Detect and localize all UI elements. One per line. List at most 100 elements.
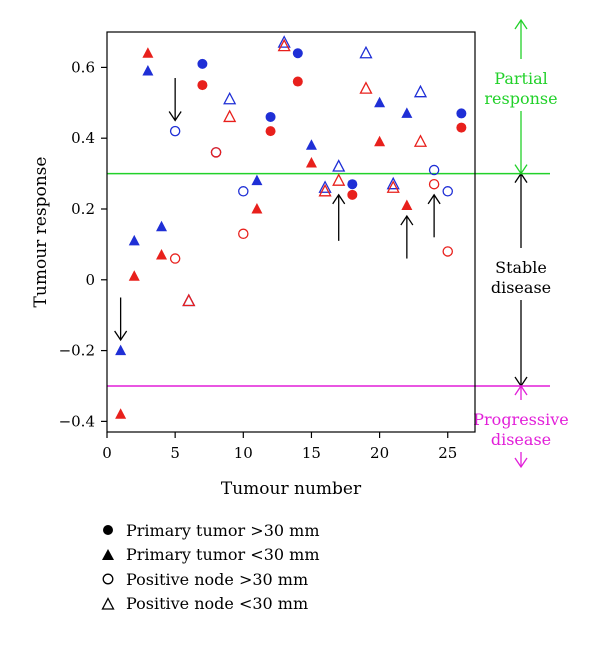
data-point-open-triangle — [223, 109, 237, 123]
data-point-open-circle — [238, 228, 249, 240]
reference-lines — [107, 172, 550, 387]
plot-frame — [106, 31, 476, 433]
data-point-open-triangle — [277, 38, 291, 52]
band-label: disease — [491, 430, 551, 449]
data-point-filled-triangle — [115, 344, 127, 356]
legend-item: Positive node <30 mm — [100, 592, 319, 617]
data-point-filled-circle — [456, 122, 467, 133]
arrow-head — [427, 193, 441, 205]
data-point-open-circle — [442, 186, 453, 197]
y-axis-title: Tumour response — [31, 157, 51, 308]
data-point-filled-circle — [292, 48, 303, 59]
data-point-open-triangle — [182, 293, 196, 307]
data-point-filled-triangle — [305, 139, 317, 150]
data-point-filled-circle — [265, 111, 276, 122]
open-circle-marker-icon — [102, 573, 114, 585]
band-label: Stable — [495, 258, 547, 277]
arrow-up-icon — [427, 193, 441, 238]
data-points — [115, 35, 467, 419]
data-point-filled-triangle — [156, 220, 168, 232]
x-tick-label: 25 — [438, 444, 457, 462]
chart: PartialresponseStablediseaseProgressived… — [31, 18, 569, 499]
arrow-down-icon — [168, 78, 182, 122]
data-point-open-triangle — [318, 180, 332, 193]
arrow-down-icon — [114, 297, 128, 342]
data-point-filled-triangle — [142, 47, 154, 58]
legend-label: Positive node <30 mm — [126, 594, 309, 614]
data-point-filled-circle — [347, 179, 358, 190]
legend-item: Primary tumor >30 mm — [100, 518, 319, 543]
data-point-filled-circle — [292, 76, 303, 87]
legend: Primary tumor >30 mm Primary tumor <30 m… — [100, 518, 319, 616]
arrow-head — [332, 193, 346, 205]
y-tick-label: −0.4 — [59, 412, 95, 430]
axis-ticks: 0 5 10 15 20 25 −0.4 −0.2 0 0.2 0.4 0.6 — [59, 58, 458, 462]
legend-label: Primary tumor <30 mm — [126, 545, 320, 565]
open-triangle-marker-icon — [101, 596, 115, 610]
data-point-open-circle — [210, 147, 222, 158]
data-point-open-triangle — [223, 91, 237, 105]
data-point-open-circle — [442, 246, 453, 257]
arrow-head — [400, 214, 414, 226]
data-point-open-triangle — [413, 134, 428, 147]
data-point-open-triangle — [359, 45, 373, 59]
legend-label: Primary tumor >30 mm — [126, 520, 320, 540]
data-point-open-triangle — [318, 183, 332, 197]
arrow-down-icon — [514, 457, 528, 469]
data-point-open-triangle — [359, 81, 373, 94]
y-tick-label: 0 — [85, 271, 95, 289]
data-point-filled-triangle — [401, 199, 413, 210]
filled-circle-marker-icon — [103, 525, 113, 536]
data-point-open-circle — [238, 186, 249, 197]
legend-item: Positive node >30 mm — [100, 567, 319, 592]
data-point-filled-circle — [197, 80, 208, 91]
data-point-open-circle — [428, 164, 440, 176]
data-point-filled-triangle — [128, 234, 140, 246]
data-point-filled-triangle — [128, 270, 140, 281]
data-point-filled-triangle — [115, 408, 127, 419]
band-label: Partial — [494, 69, 547, 88]
data-point-open-circle — [169, 125, 181, 137]
arrow-up-icon — [514, 18, 528, 30]
data-point-open-triangle — [277, 35, 291, 48]
x-tick-label: 20 — [370, 444, 389, 462]
data-point-filled-circle — [347, 189, 358, 200]
legend-label: Positive node >30 mm — [126, 569, 309, 589]
x-tick-label: 5 — [170, 444, 180, 462]
data-point-open-circle — [428, 178, 440, 190]
response-bands: PartialresponseStablediseaseProgressived… — [473, 18, 569, 469]
data-point-open-triangle — [182, 293, 196, 307]
data-point-open-triangle — [413, 84, 428, 98]
y-tick-label: 0.6 — [71, 58, 95, 76]
data-point-open-triangle — [386, 180, 400, 193]
data-point-filled-triangle — [156, 249, 168, 260]
x-axis-title: Tumour number — [221, 479, 362, 499]
data-point-filled-triangle — [251, 202, 263, 214]
data-point-open-circle — [169, 253, 181, 264]
data-point-open-triangle — [332, 173, 346, 186]
arrow-up-icon — [400, 214, 414, 259]
x-tick-label: 15 — [302, 444, 321, 462]
data-point-filled-triangle — [374, 135, 386, 147]
data-point-filled-circle — [197, 58, 208, 69]
arrow-head — [168, 111, 182, 122]
filled-triangle-marker-icon — [102, 548, 114, 560]
y-tick-label: −0.2 — [59, 342, 95, 360]
arrow-head — [114, 330, 128, 342]
arrow-up-icon — [332, 193, 346, 241]
band-label: response — [484, 89, 557, 108]
y-tick-label: 0.2 — [71, 200, 95, 218]
data-point-filled-triangle — [374, 96, 386, 108]
x-tick-label: 10 — [234, 444, 253, 462]
data-point-filled-triangle — [305, 156, 317, 168]
x-tick-label: 0 — [102, 444, 112, 462]
data-point-filled-triangle — [142, 64, 154, 76]
band-label: Progressive — [473, 410, 568, 429]
data-point-filled-circle — [265, 126, 276, 137]
data-point-open-triangle — [386, 176, 400, 190]
annotation-arrows — [114, 78, 441, 342]
y-tick-label: 0.4 — [71, 129, 95, 147]
data-point-filled-triangle — [251, 174, 263, 186]
data-point-filled-triangle — [401, 107, 413, 118]
